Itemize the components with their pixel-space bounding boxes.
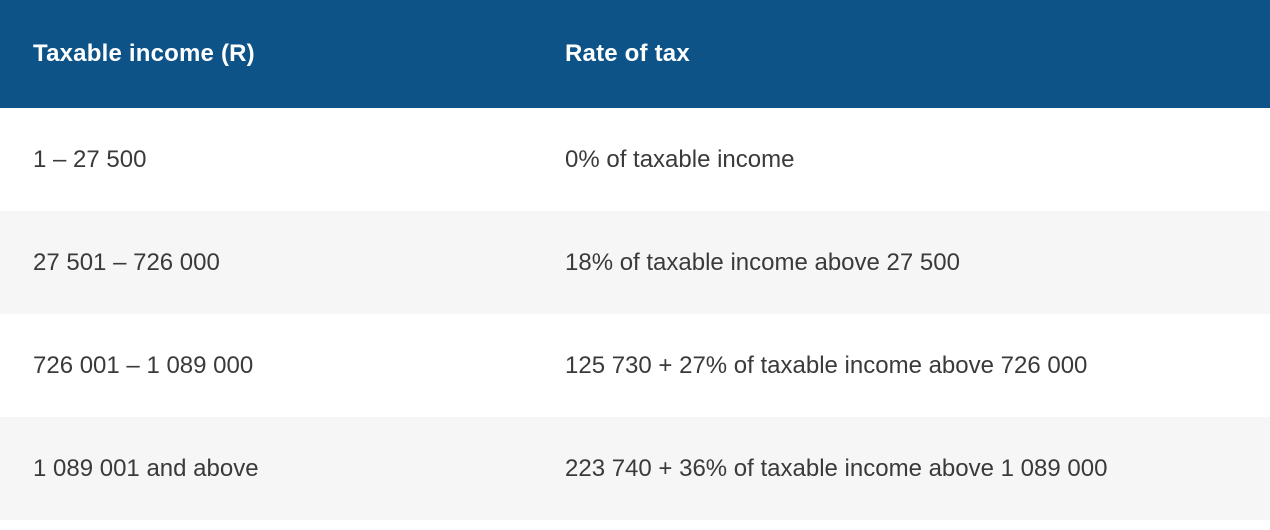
table-header-row: Taxable income (R) Rate of tax [0, 0, 1270, 108]
rate-of-tax-cell: 18% of taxable income above 27 500 [565, 248, 960, 276]
table-row: 27 501 – 726 000 18% of taxable income a… [0, 211, 1270, 314]
rate-of-tax-cell: 223 740 + 36% of taxable income above 1 … [565, 454, 1108, 482]
taxable-income-cell: 726 001 – 1 089 000 [33, 351, 254, 379]
taxable-income-cell: 1 – 27 500 [33, 145, 147, 173]
column-header-rate-of-tax: Rate of tax [565, 40, 690, 67]
table-row: 1 – 27 500 0% of taxable income [0, 108, 1270, 211]
rate-of-tax-cell: 0% of taxable income [565, 145, 795, 173]
rate-of-tax-cell: 125 730 + 27% of taxable income above 72… [565, 351, 1088, 379]
column-header-taxable-income: Taxable income (R) [33, 40, 255, 67]
taxable-income-cell: 27 501 – 726 000 [33, 248, 220, 276]
table-body: 1 – 27 500 0% of taxable income 27 501 –… [0, 108, 1270, 520]
taxable-income-cell: 1 089 001 and above [33, 454, 259, 482]
table-row: 726 001 – 1 089 000 125 730 + 27% of tax… [0, 314, 1270, 417]
table-row: 1 089 001 and above 223 740 + 36% of tax… [0, 417, 1270, 520]
